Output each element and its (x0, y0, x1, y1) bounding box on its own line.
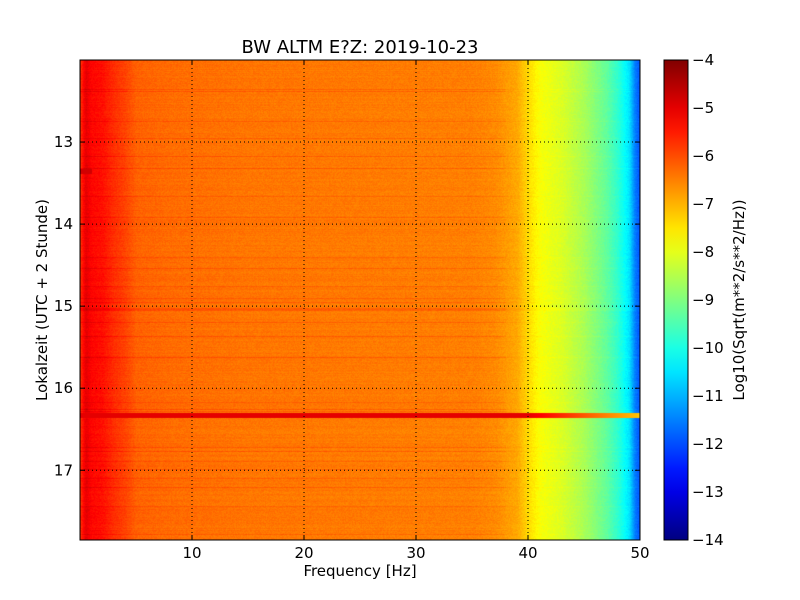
colorbar-tick-label: −10 (692, 339, 724, 357)
colorbar-tick-label: −13 (692, 483, 724, 501)
spectrogram-heatmap (80, 60, 640, 540)
colorbar-label: Log10(Sqrt(m**2/s**2/Hz)) (730, 199, 748, 400)
y-tick-label: 17 (54, 461, 73, 479)
x-tick-label: 20 (294, 544, 313, 562)
colorbar-tick-label: −12 (692, 435, 724, 453)
colorbar (663, 59, 689, 541)
colorbar-tick-label: −8 (692, 243, 714, 261)
x-tick-label: 10 (182, 544, 201, 562)
y-axis-label: Lokalzeit (UTC + 2 Stunde) (33, 199, 51, 401)
colorbar-tick-label: −4 (692, 51, 714, 69)
y-tick-label: 13 (54, 133, 73, 151)
plot-area (79, 59, 641, 541)
plot-frame (79, 59, 641, 541)
colorbar-tick-label: −11 (692, 387, 724, 405)
x-tick-label: 50 (630, 544, 649, 562)
colorbar-tick-label: −9 (692, 291, 714, 309)
y-tick-label: 14 (54, 215, 73, 233)
chart-title: BW ALTM E?Z: 2019-10-23 (242, 37, 479, 58)
y-tick-label: 15 (54, 297, 73, 315)
colorbar-tick-label: −14 (692, 531, 724, 549)
colorbar-tick-label: −5 (692, 99, 714, 117)
x-axis-label: Frequency [Hz] (303, 562, 416, 580)
colorbar-ticks: −4 −5 −6 −7 −8 −9 −10 −11 −12 −13 −14 (683, 51, 724, 549)
x-tick-label: 40 (518, 544, 537, 562)
colorbar-tick-label: −6 (692, 147, 714, 165)
y-axis-ticks: 13 14 15 16 17 (54, 133, 640, 479)
colorbar-tick-label: −7 (692, 195, 714, 213)
y-tick-label: 16 (54, 379, 73, 397)
x-tick-label: 30 (406, 544, 425, 562)
x-axis-ticks: 10 20 30 40 50 (182, 60, 650, 562)
